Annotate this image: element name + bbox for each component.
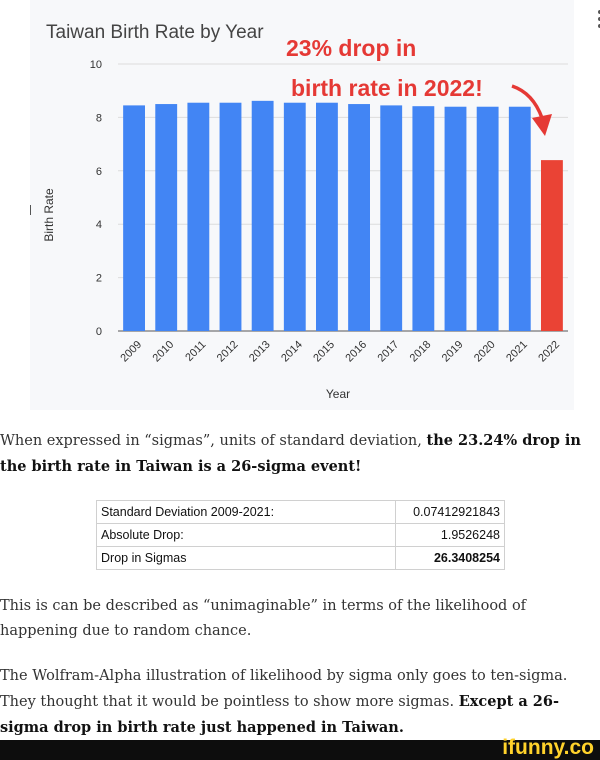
bar-2011 xyxy=(187,102,210,331)
y-tick-label: 4 xyxy=(96,219,102,231)
ifunny-watermark[interactable]: ifunny.co xyxy=(502,736,594,759)
stat-label: Absolute Drop: xyxy=(96,523,396,547)
bar-2015 xyxy=(316,102,338,331)
x-tick-label: 2015 xyxy=(311,339,337,365)
y-tick-label: 10 xyxy=(90,59,102,71)
paragraph-unimaginable: This is can be described as “unimaginabl… xyxy=(0,598,527,639)
side-tick xyxy=(30,205,31,215)
y-tick-label: 6 xyxy=(96,166,102,178)
paragraph-wolfram-text: The Wolfram-Alpha illustration of likeli… xyxy=(0,668,568,710)
bar-2016 xyxy=(348,104,370,331)
more-options-icon[interactable] xyxy=(596,10,600,32)
annotation-arrow-shaft xyxy=(511,84,544,119)
y-tick-label: 0 xyxy=(96,326,102,338)
paragraph-sigma-bold: the 23.24% drop in the birth rate in Tai… xyxy=(0,432,581,475)
chart-card: 0 2 4 6 8 10 2009 2010 2011 2012 2013 2014 2015 2016… xyxy=(30,0,600,410)
paragraph-sigma: When expressed in “sigmas”, units of sta… xyxy=(0,428,600,480)
y-axis-label: Birth Rate xyxy=(42,188,56,242)
bar-2017 xyxy=(380,105,403,331)
table-row: Absolute Drop: 1.9526248 xyxy=(96,523,505,547)
bar-2020 xyxy=(476,106,499,331)
annotation-arrow-head xyxy=(532,114,552,136)
x-tick-label: 2011 xyxy=(183,339,208,364)
stat-value: 26.3408254 xyxy=(395,546,505,570)
bar-2010 xyxy=(155,104,178,331)
bar-2014 xyxy=(283,102,306,331)
paragraph-wolfram-bold: Except a 26-sigma drop in birth rate jus… xyxy=(0,693,559,736)
bar-2009 xyxy=(123,105,145,331)
table-row: Drop in Sigmas 26.3408254 xyxy=(96,546,505,570)
x-tick-label: 2022 xyxy=(536,339,562,365)
bar-2019 xyxy=(444,106,467,331)
stat-label: Standard Deviation 2009-2021: xyxy=(96,500,396,524)
annotation-line-1: 23% drop in xyxy=(286,35,416,61)
x-axis-label: Year xyxy=(326,387,350,401)
x-tick-label: 2010 xyxy=(151,339,177,365)
y-tick-label: 8 xyxy=(96,112,102,124)
bar-2021 xyxy=(508,106,531,331)
paragraph-wolfram: The Wolfram-Alpha illustration of likeli… xyxy=(0,664,600,741)
stat-value: 1.9526248 xyxy=(395,523,505,547)
bar-2012 xyxy=(219,102,242,331)
x-tick-label: 2017 xyxy=(376,339,402,365)
x-tick-label: 2020 xyxy=(472,339,498,365)
bar-2018 xyxy=(412,106,435,331)
stat-label: Drop in Sigmas xyxy=(96,546,396,570)
y-tick-label: 2 xyxy=(96,273,102,285)
x-tick-label: 2014 xyxy=(279,339,305,365)
bar-2013 xyxy=(251,100,274,331)
birth-rate-chart: 0 2 4 6 8 10 2009 2010 2011 2012 2013 2014 2015 2016… xyxy=(42,22,568,401)
x-tick-label: 2009 xyxy=(118,339,144,365)
x-tick-label: 2019 xyxy=(440,339,466,365)
paragraph-sigma-text: When expressed in “sigmas”, units of sta… xyxy=(0,433,427,449)
x-tick-label: 2013 xyxy=(247,339,273,365)
stat-value: 0.07412921843 xyxy=(395,500,505,524)
chart-title: Taiwan Birth Rate by Year xyxy=(46,22,264,43)
x-tick-label: 2012 xyxy=(215,339,241,365)
stats-table: Standard Deviation 2009-2021: 0.07412921… xyxy=(96,500,505,570)
x-tick-label: 2021 xyxy=(504,339,530,365)
table-row: Standard Deviation 2009-2021: 0.07412921… xyxy=(96,500,505,524)
footer-bar xyxy=(0,740,600,760)
x-tick-label: 2018 xyxy=(408,339,434,365)
x-tick-label: 2016 xyxy=(343,339,369,365)
annotation-line-2: birth rate in 2022! xyxy=(291,75,483,101)
bar-2022 xyxy=(541,160,563,331)
